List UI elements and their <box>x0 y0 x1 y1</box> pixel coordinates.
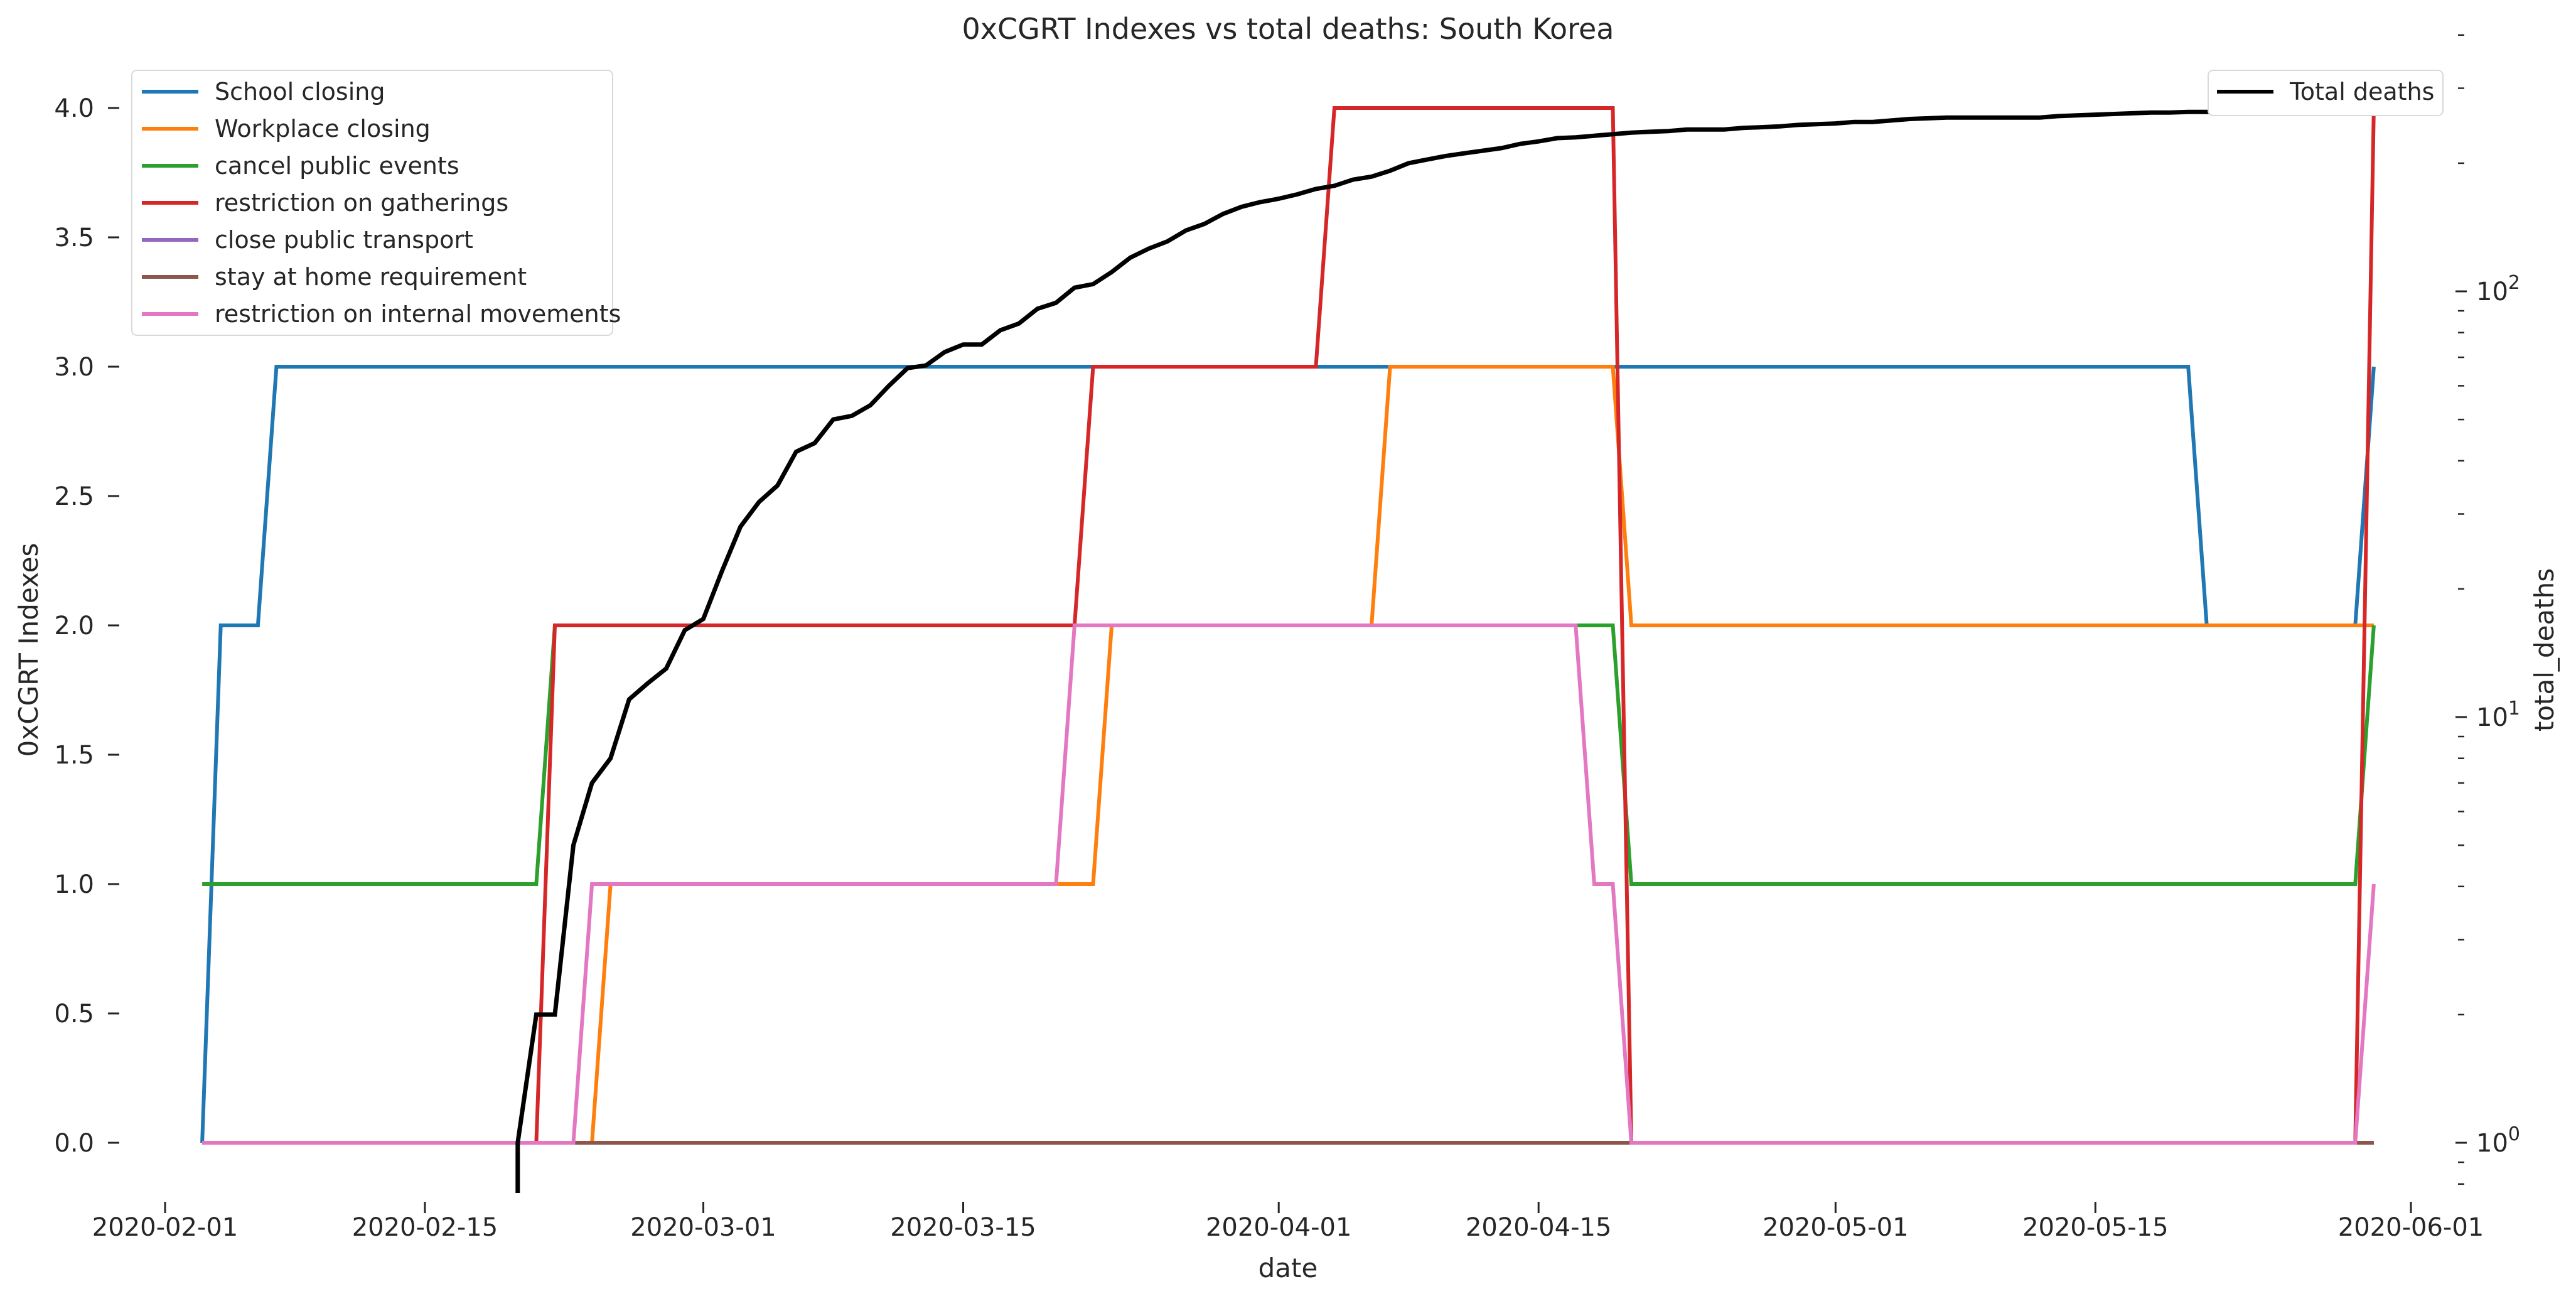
legend-frame-right <box>2208 70 2444 116</box>
x-axis-label: date <box>1258 1253 1318 1283</box>
legend-entry: stay at home requirement <box>215 263 527 291</box>
y-axis-ticks: 0.0 0.5 1.0 1.5 2.0 2.5 3.0 3.5 4.0 <box>54 94 119 1158</box>
chart-title: 0xCGRT Indexes vs total deaths: South Ko… <box>962 12 1614 46</box>
legend-entry: restriction on internal movements <box>215 300 621 328</box>
legend-entry: School closing <box>215 78 385 105</box>
y2-tick-exponent: 2 <box>2508 272 2520 294</box>
y2-tick-base: 10 <box>2476 703 2508 732</box>
x-axis-ticks: 2020-02-01 2020-02-15 2020-03-01 2020-03-15… <box>92 1202 2484 1242</box>
x-tick-label: 2020-06-01 <box>2338 1213 2484 1242</box>
y-tick-label: 1.0 <box>54 870 94 899</box>
series-line-total-deaths <box>515 106 2374 1193</box>
y-tick-label: 0.0 <box>54 1129 94 1158</box>
x-tick-label: 2020-05-15 <box>2022 1213 2168 1242</box>
x-tick-label: 2020-03-15 <box>890 1213 1036 1242</box>
legend: School closing Workplace closing cancel pu… <box>131 70 621 336</box>
y-tick-label: 1.5 <box>54 741 94 770</box>
y-tick-label: 3.0 <box>54 353 94 382</box>
y-tick-label: 4.0 <box>54 94 94 123</box>
x-tick-label: 2020-03-01 <box>630 1213 776 1242</box>
legend-entry: restriction on gatherings <box>215 189 508 217</box>
y2-tick-exponent: 1 <box>2508 698 2520 720</box>
legend-entry: cancel public events <box>215 152 459 180</box>
series-line-restriction-on-internal-movements <box>202 624 2376 1145</box>
x-tick-label: 2020-04-01 <box>1206 1213 1351 1242</box>
legend-total-deaths: Total deaths <box>2208 70 2444 116</box>
y2-axis-label: total_deaths <box>2529 568 2560 731</box>
y2-tick-label: 101 <box>2476 698 2520 732</box>
y2-tick-base: 10 <box>2476 278 2508 306</box>
x-tick-label: 2020-05-01 <box>1763 1213 1908 1242</box>
legend-entry: Workplace closing <box>215 115 431 143</box>
x-tick-label: 2020-02-01 <box>92 1213 238 1242</box>
series-line-cancel-public-events <box>202 624 2376 886</box>
y2-tick-label: 100 <box>2476 1123 2520 1158</box>
legend-frame <box>131 70 613 336</box>
y-tick-label: 3.5 <box>54 224 94 252</box>
y-axis-label: 0xCGRT Indexes <box>13 543 44 757</box>
y2-tick-label: 102 <box>2476 272 2520 306</box>
series-lines <box>200 106 2376 1193</box>
y2-tick-exponent: 0 <box>2508 1123 2520 1145</box>
y2-tick-base: 10 <box>2476 1129 2508 1158</box>
y-tick-label: 2.5 <box>54 482 94 511</box>
y-tick-label: 0.5 <box>54 1000 94 1028</box>
legend-entry: close public transport <box>215 226 473 254</box>
y-tick-label: 2.0 <box>54 612 94 640</box>
x-tick-label: 2020-02-15 <box>352 1213 498 1242</box>
legend-entry: Total deaths <box>2289 78 2434 105</box>
x-tick-label: 2020-04-15 <box>1466 1213 1611 1242</box>
